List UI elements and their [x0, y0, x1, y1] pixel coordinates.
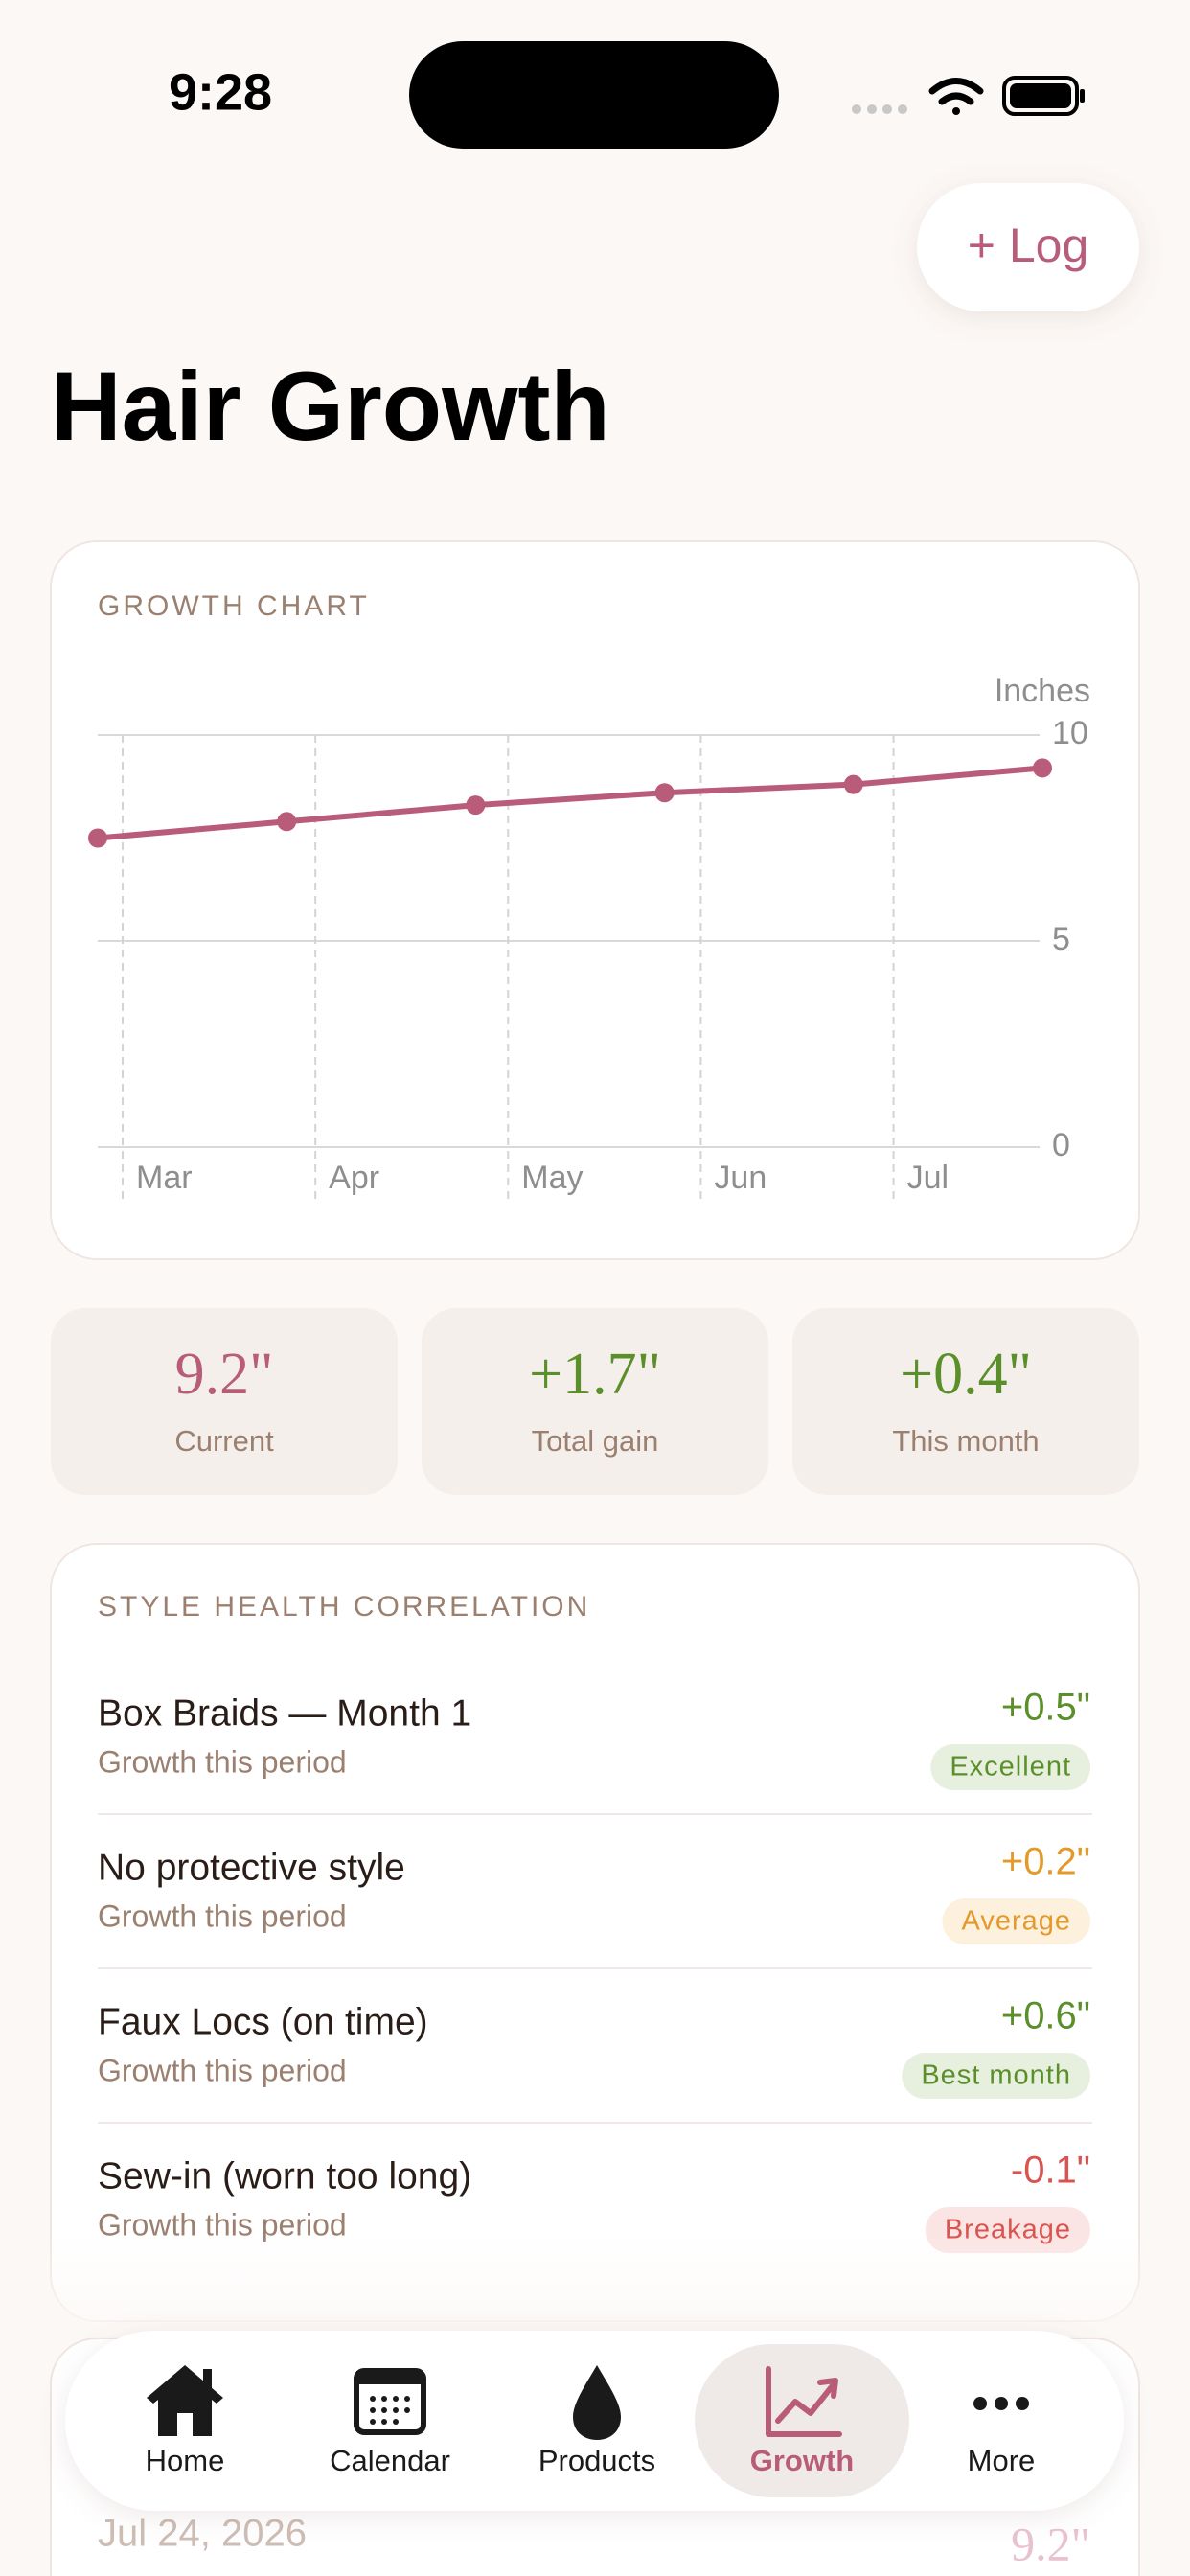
- tab-items: Home Calendar Products Growth More: [146, 2344, 1036, 2497]
- log-button-bg[interactable]: [917, 183, 1139, 311]
- y-tick-label: 0: [1052, 1127, 1070, 1163]
- entry-value: 9.2": [1011, 2517, 1090, 2570]
- plot: 0 5 10 Mar Apr May Jun Jul: [88, 715, 1088, 1200]
- page-title: Hair Growth: [51, 352, 610, 461]
- home-icon: [147, 2365, 223, 2436]
- x-tick-label: Apr: [329, 1160, 379, 1196]
- data-point: [88, 828, 107, 848]
- data-point: [277, 812, 297, 832]
- row-subtitle: Growth this period: [98, 1744, 347, 1779]
- row-change: +0.2": [1001, 1841, 1090, 1883]
- row-subtitle: Growth this period: [98, 1898, 347, 1933]
- y-tick-label: 10: [1052, 715, 1088, 751]
- more-icon: [973, 2397, 1029, 2410]
- y-tick-label: 5: [1052, 921, 1070, 957]
- data-point: [466, 795, 486, 816]
- wifi-icon: [928, 78, 984, 115]
- stats: 9.2" Current +1.7" Total gain +0.4" This mont…: [51, 1308, 1139, 1495]
- status-time: 9:28: [169, 63, 272, 121]
- stat-label: Current: [174, 1424, 274, 1458]
- battery-icon: [1002, 76, 1085, 116]
- tab-label[interactable]: Growth: [750, 2444, 855, 2477]
- growth-icon: [766, 2366, 842, 2437]
- log-button[interactable]: + Log: [917, 183, 1139, 311]
- tab-active-bg[interactable]: [695, 2344, 909, 2497]
- badge-bg: [942, 1898, 1090, 1944]
- row-subtitle: Growth this period: [98, 2053, 347, 2087]
- row-name: No protective style: [98, 1847, 405, 1888]
- tab-label[interactable]: More: [968, 2444, 1036, 2477]
- row-change: +0.6": [1001, 1995, 1090, 2037]
- row-change: +0.5": [1001, 1687, 1090, 1729]
- products-icon: [573, 2365, 621, 2440]
- calendar-icon: [354, 2368, 426, 2435]
- tab-icons: [147, 2365, 1029, 2440]
- stat-card: [792, 1308, 1139, 1495]
- signal-icon: [852, 104, 907, 114]
- dynamic-island: [409, 41, 779, 149]
- badge-label: Average: [962, 1906, 1072, 1937]
- tab-label[interactable]: Products: [538, 2444, 655, 2477]
- badge-bg: [902, 2053, 1090, 2099]
- row-change: -0.1": [1011, 2150, 1090, 2192]
- scroll-fade: [0, 2233, 1190, 2338]
- x-tick-label: Jul: [907, 1160, 949, 1196]
- card-heading: GROWTH CHART: [98, 590, 370, 622]
- badge-label: Excellent: [950, 1752, 1071, 1782]
- stat-card: [51, 1308, 398, 1495]
- tab-label[interactable]: Home: [146, 2444, 225, 2477]
- stat-value: 9.2": [175, 1342, 274, 1407]
- x-tick-label: May: [521, 1160, 583, 1196]
- data-point: [843, 774, 863, 794]
- card-heading: STYLE HEALTH CORRELATION: [98, 1591, 590, 1622]
- data-point: [1033, 758, 1052, 778]
- badge-bg: [930, 1744, 1090, 1790]
- chart-card: [50, 540, 1140, 1260]
- y-axis-label: Inches: [995, 673, 1090, 709]
- stat-label: This month: [892, 1424, 1039, 1458]
- data-point: [654, 783, 675, 803]
- tab-label[interactable]: Calendar: [330, 2444, 450, 2477]
- row-name: Faux Locs (on time): [98, 2001, 428, 2042]
- stat-value: +0.4": [900, 1342, 1032, 1407]
- badge-label: Best month: [921, 2060, 1071, 2091]
- stat-value: +1.7": [529, 1342, 661, 1407]
- x-tick-label: Jun: [714, 1160, 767, 1196]
- entry-date: Jul 24, 2026: [98, 2513, 307, 2555]
- stat-card: [422, 1308, 768, 1495]
- x-tick-label: Mar: [136, 1160, 193, 1196]
- growth-line: [97, 765, 1043, 841]
- row-name: Box Braids — Month 1: [98, 1692, 471, 1734]
- stat-label: Total gain: [532, 1424, 659, 1458]
- log-button-label[interactable]: + Log: [968, 218, 1089, 272]
- row-name: Sew-in (worn too long): [98, 2155, 471, 2196]
